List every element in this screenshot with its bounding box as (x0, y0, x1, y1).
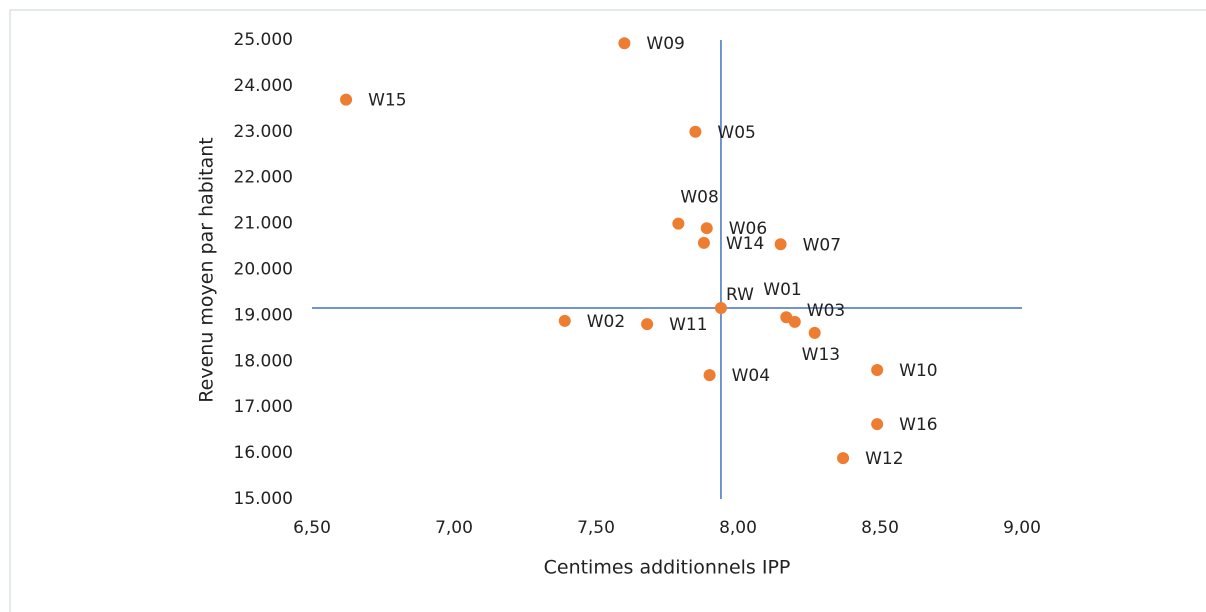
point-label: W13 (802, 345, 840, 365)
point (871, 418, 884, 431)
y-tick-label: 15.000 (234, 489, 293, 509)
y-tick-label: 22.000 (234, 168, 293, 188)
point (618, 37, 631, 50)
y-tick-label: 18.000 (234, 351, 293, 371)
point-label: W06 (729, 219, 767, 239)
point (340, 93, 353, 106)
point (837, 452, 850, 465)
y-axis-label: Revenu moyen par habitant (196, 137, 218, 402)
point-label: W05 (717, 123, 755, 143)
point (703, 369, 716, 382)
point-label: W07 (803, 235, 841, 255)
point-label: W11 (669, 315, 707, 335)
point (672, 217, 685, 230)
y-tick-label: 16.000 (234, 443, 293, 463)
point (788, 315, 801, 328)
point (641, 318, 654, 331)
y-tick-label: 21.000 (234, 214, 293, 234)
point-label: W10 (899, 361, 937, 381)
point-label: W14 (726, 234, 764, 254)
y-tick-label: 19.000 (234, 305, 293, 325)
point-label: W03 (807, 301, 845, 321)
point-label: W09 (646, 34, 684, 54)
x-tick-label: 9,00 (1003, 518, 1041, 538)
point-label: W02 (587, 312, 625, 332)
x-tick-label: 6,50 (293, 518, 331, 538)
y-tick-label: 25.000 (234, 30, 293, 50)
y-tick-label: 17.000 (234, 397, 293, 417)
point-label: W04 (732, 366, 770, 386)
point-label: RW (726, 285, 754, 305)
point-label: W16 (899, 415, 937, 435)
point-label: W12 (865, 449, 903, 469)
x-tick-label: 7,00 (435, 518, 473, 538)
frame (9, 9, 1206, 612)
y-tick-label: 20.000 (234, 260, 293, 280)
x-axis-label: Centimes additionnels IPP (544, 557, 791, 579)
point (700, 222, 713, 235)
point (871, 364, 884, 377)
point (697, 236, 710, 249)
point (689, 125, 702, 138)
point (558, 314, 571, 327)
y-tick-label: 23.000 (234, 122, 293, 142)
point (774, 238, 787, 251)
x-tick-label: 7,50 (577, 518, 615, 538)
y-tick-label: 24.000 (234, 76, 293, 96)
x-tick-label: 8,50 (861, 518, 899, 538)
point-label: W15 (368, 91, 406, 111)
point-label: W01 (763, 280, 801, 300)
point (714, 302, 727, 315)
x-tick-label: 8,00 (719, 518, 757, 538)
point (808, 326, 821, 339)
point-label: W08 (680, 188, 718, 208)
